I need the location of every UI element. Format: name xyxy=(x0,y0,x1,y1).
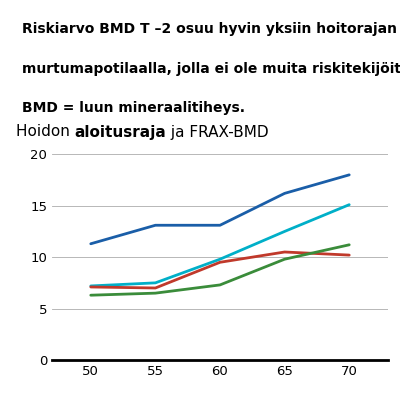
Text: Riskiarvo BMD T –2 osuu hyvin yksiin hoitorajan kanssa: Riskiarvo BMD T –2 osuu hyvin yksiin hoi… xyxy=(22,22,400,36)
Text: BMD = luun mineraalitiheys.: BMD = luun mineraalitiheys. xyxy=(22,101,245,115)
Text: aloitusraja: aloitusraja xyxy=(75,124,166,140)
Text: Hoidon: Hoidon xyxy=(16,124,75,140)
Text: murtumapotilaalla, jolla ei ole muita riskitekijöitä.: murtumapotilaalla, jolla ei ole muita ri… xyxy=(22,62,400,76)
Text: ja FRAX-BMD: ja FRAX-BMD xyxy=(166,124,269,140)
